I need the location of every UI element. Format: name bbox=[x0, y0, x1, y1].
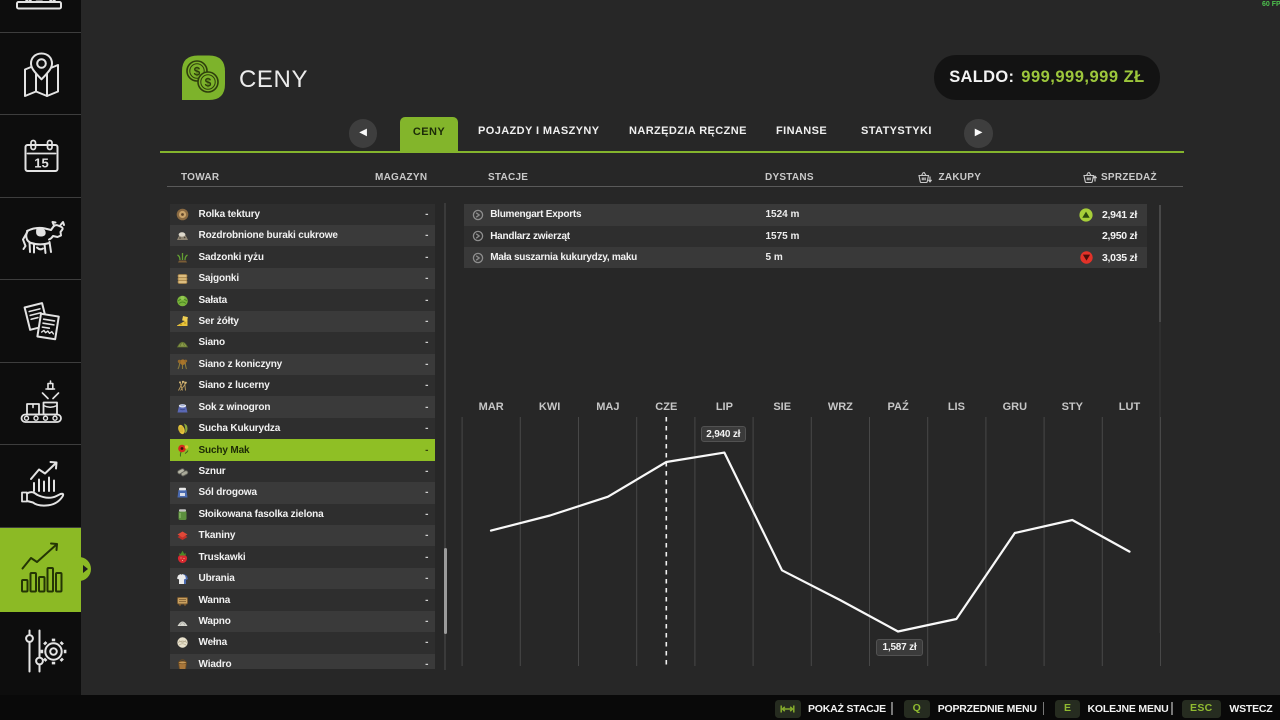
svg-text:15: 15 bbox=[34, 156, 48, 171]
svg-text:$: $ bbox=[194, 65, 201, 79]
svg-text:$: $ bbox=[205, 76, 212, 90]
